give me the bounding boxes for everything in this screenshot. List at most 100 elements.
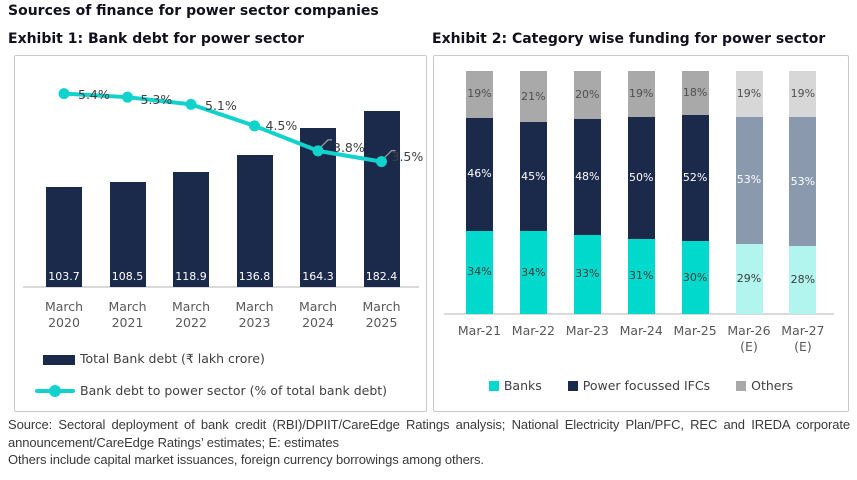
bar-value-label: 136.8 (238, 270, 271, 283)
x-axis-label: Mar-27 (E) (775, 323, 831, 355)
segment-power-focussed-ifcs-mar-25 (681, 114, 709, 242)
x-axis-label: March 2024 (286, 299, 350, 331)
x-axis-label: Mar-26 (E) (721, 323, 777, 355)
x-axis-label-line: March (171, 299, 211, 314)
line-marker (58, 88, 70, 100)
x-axis-label-line: 2021 (111, 315, 144, 330)
segment-banks-mar-25 (681, 241, 709, 314)
legend-swatch-total-bank-debt (43, 355, 75, 365)
x-axis-label: Mar-25 (667, 323, 723, 339)
segment-value-label: 31% (628, 269, 654, 283)
exhibit2-chart-panel: 34% 46% 19% Mar-21 34% 45% 21% Mar-22 33% 48% 20% M… (433, 55, 849, 412)
x-axis-label-line: (E) (740, 339, 758, 354)
exhibit1-title: Exhibit 1: Bank debt for power sector (8, 31, 305, 47)
x-axis-label-line: Mar-21 (457, 323, 502, 338)
x-axis-label-line: March (44, 299, 84, 314)
line-marker (122, 91, 133, 103)
x-axis-label: Mar-24 (613, 323, 669, 339)
page-title: Sources of finance for power sector comp… (8, 3, 379, 19)
segment-power-focussed-ifcs-mar-22 (519, 122, 547, 232)
legend-item-banks: Banks (488, 378, 542, 393)
x-axis-label-line: 2023 (238, 315, 271, 330)
line-point-label: 4.5% (265, 117, 298, 133)
segment-value-label: 20% (575, 88, 600, 102)
x-axis-label-line: 2025 (365, 315, 398, 330)
footnote-note: Others include capital market issuances,… (8, 452, 484, 467)
segment-banks-mar-22 (519, 231, 547, 314)
line-point-label: 5.4% (78, 86, 110, 102)
bar-value-label: 182.4 (365, 270, 398, 283)
bar-value-label: 164.3 (302, 270, 334, 283)
segment-value-label: 48% (575, 169, 600, 183)
line-point-label: 3.8% (333, 139, 365, 155)
line-point-label: 5.1% (205, 98, 237, 114)
x-axis-label-line: March (235, 299, 274, 314)
legend-swatch-others (736, 380, 747, 391)
x-axis-line (444, 313, 834, 315)
segment-others-mar-22 (519, 71, 547, 123)
x-axis-label: March 2022 (159, 299, 223, 331)
segment-power-focussed-ifcs-mar-21 (466, 117, 493, 231)
segment-value-label: 19% (467, 87, 492, 101)
x-axis-label-line: 2020 (48, 315, 80, 330)
segment-value-label: 53% (736, 173, 762, 187)
x-axis-label-line: March (108, 299, 147, 314)
segment-others-mar-27-e (789, 71, 817, 118)
bar-march-2024 (300, 128, 336, 287)
legend-item-others: Others (736, 378, 793, 393)
x-axis-label: March 2020 (32, 299, 96, 331)
bar-march-2023 (236, 154, 273, 287)
segment-banks-mar-27-e (789, 245, 817, 314)
x-axis-label-line: March (362, 299, 401, 314)
segment-others-mar-25 (681, 71, 709, 115)
segment-value-label: 53% (790, 174, 816, 188)
segment-others-mar-26-e (735, 71, 763, 117)
exhibit1-chart-panel: 103.7 March 2020 108.5 March 2021 118.9 March 20… (14, 55, 427, 412)
exhibit2-legend: Banks Power focussed IFCs Others (434, 378, 848, 393)
legend-label-power-focussed-ifcs: Power focussed IFCs (582, 378, 711, 393)
segment-banks-mar-24 (627, 238, 655, 314)
x-axis-label-line: 2024 (302, 315, 334, 330)
legend-item-power-focussed-ifcs: Power focussed IFCs (567, 378, 711, 393)
legend-label-bank-debt-power-sector: Bank debt to power sector (% of total ba… (80, 383, 388, 398)
segment-value-label: 21% (521, 89, 546, 103)
segment-value-label: 52% (682, 170, 708, 184)
bar-march-2021 (109, 182, 146, 287)
footnote-source: Source: Sectoral deployment of bank cred… (8, 417, 850, 450)
x-axis-label-line: Mar-25 (673, 323, 717, 338)
x-axis-label-line: 2022 (175, 315, 207, 330)
x-axis-label-line: Mar-22 (511, 323, 555, 338)
legend-swatch-banks (488, 380, 499, 391)
x-axis-label-line: March (298, 299, 338, 314)
x-axis-label-line: Mar-24 (619, 323, 663, 338)
line-marker (185, 98, 197, 110)
segment-value-label: 45% (521, 169, 546, 183)
bar-value-label: 108.5 (111, 270, 144, 283)
segment-power-focussed-ifcs-mar-27-e (789, 117, 817, 246)
x-axis-label-line: Mar-23 (565, 323, 609, 338)
segment-banks-mar-21 (466, 230, 493, 314)
segment-value-label: 33% (575, 267, 600, 281)
segment-value-label: 19% (628, 87, 654, 101)
bar-value-label: 118.9 (175, 270, 207, 283)
bar-march-2025 (363, 110, 400, 287)
bar-value-label: 103.7 (48, 270, 80, 283)
bar-march-2020 (46, 186, 82, 287)
legend-label-banks: Banks (503, 378, 542, 393)
x-axis-label-line: Mar-26 (727, 323, 771, 338)
bar-march-2022 (173, 172, 209, 287)
segment-value-label: 19% (790, 87, 816, 101)
segment-value-label: 30% (682, 270, 708, 284)
segment-value-label: 18% (682, 85, 708, 99)
x-axis-label: Mar-21 (452, 323, 508, 339)
segment-value-label: 46% (467, 167, 492, 181)
x-axis-label: Mar-23 (559, 323, 615, 339)
segment-others-mar-21 (466, 71, 493, 118)
segment-power-focussed-ifcs-mar-23 (573, 119, 601, 235)
x-axis-line (23, 286, 419, 288)
line-marker (249, 120, 260, 132)
segment-others-mar-23 (573, 71, 601, 120)
x-axis-label-line: Mar-27 (781, 323, 825, 338)
segment-banks-mar-26-e (735, 244, 763, 314)
segment-banks-mar-23 (573, 234, 601, 314)
